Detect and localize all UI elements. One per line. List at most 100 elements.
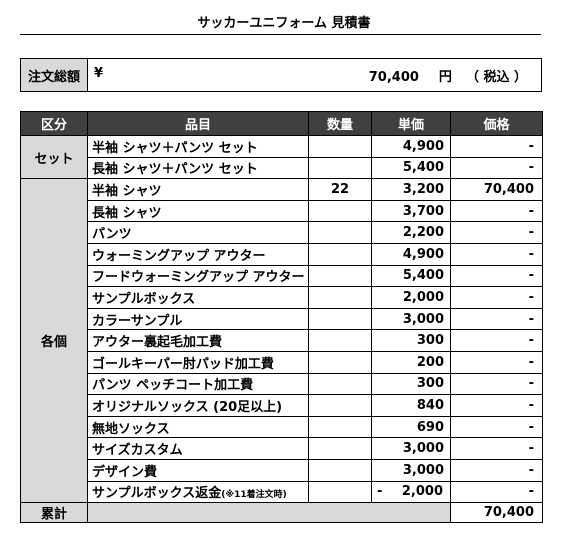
table-row: ウォーミングアップ アウター 4,900 - xyxy=(21,242,543,266)
unit-price-cell: 840 xyxy=(371,394,451,417)
price-cell: - xyxy=(450,286,543,309)
unit-price-cell: 300 xyxy=(371,329,451,352)
unit-price-cell: 2,200 xyxy=(371,221,451,244)
column-header-quantity: 数量 xyxy=(308,111,372,136)
unit-price-cell: 3,200 xyxy=(371,178,451,201)
item-name: カラーサンプル xyxy=(87,307,309,331)
refund-note: (※11着注文時) xyxy=(221,490,287,501)
unit-price-cell: 5,400 xyxy=(371,264,451,288)
quantity-cell[interactable] xyxy=(308,307,372,331)
item-name: 半袖 シャツ xyxy=(87,178,309,201)
refund-name: サンプルボックス返金 xyxy=(92,486,222,502)
item-name: サンプルボックス返金(※11着注文時) xyxy=(87,480,309,504)
item-name: ウォーミングアップ アウター xyxy=(87,242,309,266)
item-name: サンプルボックス xyxy=(87,286,309,309)
item-name: アウター裏起毛加工費 xyxy=(87,329,309,352)
item-name: ゴールキーパー肘パッド加工費 xyxy=(87,350,309,374)
currency-unit: 円 xyxy=(438,69,452,85)
order-total-value-cell: ¥ 70,400 円 （ 税込 ） xyxy=(87,58,542,92)
price-cell: 70,400 xyxy=(450,178,543,201)
column-header-category: 区分 xyxy=(20,111,88,136)
unit-price-cell: 690 xyxy=(371,415,451,439)
quantity-cell[interactable] xyxy=(308,286,372,309)
negative-sign: - xyxy=(377,484,383,500)
item-name: 半袖 シャツ＋パンツ セット xyxy=(87,135,309,158)
tax-included-label: （ 税込 ） xyxy=(465,69,527,85)
currency-symbol: ¥ xyxy=(94,65,104,81)
quantity-cell[interactable] xyxy=(308,199,372,223)
table-row: 各個 半袖 シャツ 22 3,200 70,400 xyxy=(20,178,543,504)
item-name: パンツ ペッチコート加工費 xyxy=(87,372,309,396)
item-name: フードウォーミングアップ アウター xyxy=(87,264,309,288)
price-cell: - xyxy=(450,242,543,266)
price-cell: - xyxy=(450,221,543,244)
quantity-cell[interactable] xyxy=(308,135,372,158)
order-total-box: 注文総額 ¥ 70,400 円 （ 税込 ） xyxy=(20,58,542,92)
estimate-table: 区分 品目 数量 単価 価格 セット 半袖 シャツ＋パンツ セット 4,900 … xyxy=(20,111,543,524)
quantity-cell[interactable] xyxy=(308,350,372,374)
item-name: 無地ソックス xyxy=(87,415,309,439)
quantity-cell[interactable] xyxy=(308,480,372,504)
quantity-cell[interactable] xyxy=(308,264,372,288)
item-name: 長袖 シャツ xyxy=(87,199,309,223)
table-row: パンツ 2,200 - xyxy=(21,221,543,244)
unit-price-cell: 5,400 xyxy=(371,156,451,180)
item-name: パンツ xyxy=(87,221,309,244)
price-cell: - xyxy=(450,458,543,482)
quantity-cell[interactable] xyxy=(308,394,372,417)
category-each: 各個 xyxy=(20,178,88,504)
unit-price-cell: 300 xyxy=(371,372,451,396)
subtotal-spacer xyxy=(87,502,451,524)
subtotal-price: 70,400 xyxy=(450,502,543,524)
quantity-cell[interactable] xyxy=(308,156,372,180)
unit-price-cell: 3,000 xyxy=(371,307,451,331)
quantity-cell[interactable] xyxy=(308,415,372,439)
quantity-cell[interactable] xyxy=(308,329,372,352)
unit-price-cell: 3,000 xyxy=(371,437,451,460)
price-cell: - xyxy=(450,135,543,158)
order-total-amount-group: 70,400 円 （ 税込 ） xyxy=(369,66,527,85)
table-row: パンツ ペッチコート加工費 300 - xyxy=(21,372,543,396)
quantity-cell[interactable]: 22 xyxy=(308,178,372,201)
subtotal-row: 累計 70,400 xyxy=(20,502,543,524)
price-cell: - xyxy=(450,394,543,417)
table-row: ゴールキーパー肘パッド加工費 200 - xyxy=(21,350,543,374)
unit-price-cell: 200 xyxy=(371,350,451,374)
table-row: 無地ソックス 690 - xyxy=(21,415,543,439)
price-cell: - xyxy=(450,480,543,504)
price-cell: - xyxy=(450,307,543,331)
column-header-price: 価格 xyxy=(450,111,543,136)
order-total-amount: 70,400 xyxy=(368,69,419,85)
price-cell: - xyxy=(450,264,543,288)
quantity-cell[interactable] xyxy=(308,458,372,482)
table-row: カラーサンプル 3,000 - xyxy=(21,307,543,331)
quantity-cell[interactable] xyxy=(308,372,372,396)
table-row: 長袖 シャツ 3,700 - xyxy=(21,199,543,223)
price-cell: - xyxy=(450,372,543,396)
unit-price-cell: 4,900 xyxy=(371,135,451,158)
unit-price-cell: 2,000 xyxy=(371,286,451,309)
quantity-cell[interactable] xyxy=(308,437,372,460)
refund-amount: 2,000 xyxy=(401,484,443,500)
price-cell: - xyxy=(450,199,543,223)
item-name: オリジナルソックス (20足以上) xyxy=(87,394,309,417)
column-header-unit-price: 単価 xyxy=(371,111,451,136)
table-header-row: 区分 品目 数量 単価 価格 xyxy=(20,111,543,136)
table-row: 長袖 シャツ＋パンツ セット 5,400 - xyxy=(21,156,543,180)
quantity-cell[interactable] xyxy=(308,221,372,244)
category-set: セット xyxy=(20,134,88,180)
price-cell: - xyxy=(450,437,543,460)
quantity-cell[interactable] xyxy=(308,242,372,266)
table-row-refund: サンプルボックス返金(※11着注文時) -2,000 - xyxy=(21,480,543,504)
unit-price-cell: 3,700 xyxy=(371,199,451,223)
unit-price-cell: 4,900 xyxy=(371,242,451,266)
table-row: サイズカスタム 3,000 - xyxy=(21,437,543,460)
unit-price-cell: - 2,000 xyxy=(371,480,451,504)
page-title: サッカーユニフォーム 見積書 xyxy=(197,16,371,31)
item-name: デザイン費 xyxy=(87,458,309,482)
table-row: アウター裏起毛加工費 300 - xyxy=(21,329,543,352)
category-subtotal: 累計 xyxy=(20,502,88,524)
price-cell: - xyxy=(450,415,543,439)
table-row: セット 半袖 シャツ＋パンツ セット 4,900 - xyxy=(20,134,543,180)
table-row: オリジナルソックス (20足以上) 840 - xyxy=(21,394,543,417)
